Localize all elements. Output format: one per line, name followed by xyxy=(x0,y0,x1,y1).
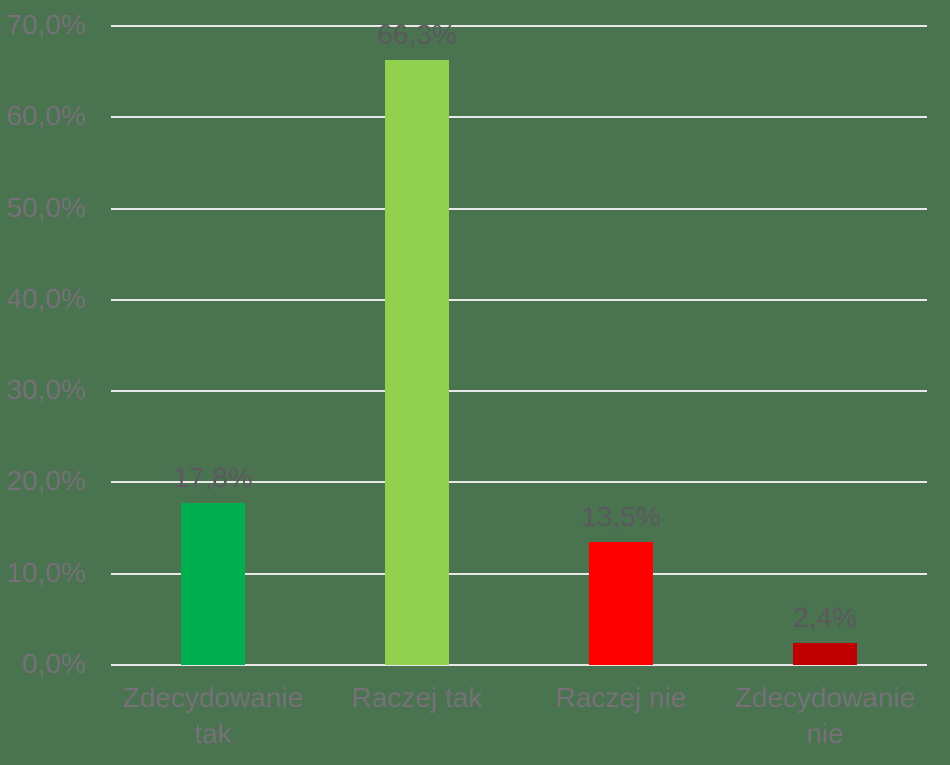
gridline xyxy=(111,116,927,118)
data-label: 17,8% xyxy=(173,462,253,493)
category-label: Raczej nie xyxy=(555,682,687,713)
data-label: 2,4% xyxy=(793,602,857,633)
y-axis-tick-label: 50,0% xyxy=(6,192,86,223)
gridline xyxy=(111,573,927,575)
data-label: 13,5% xyxy=(581,501,661,532)
y-axis-tick-label: 60,0% xyxy=(6,100,86,131)
gridline xyxy=(111,208,927,210)
category-label: Zdecydowanie tak xyxy=(122,682,304,749)
data-label: 66,3% xyxy=(377,19,457,50)
y-axis-tick-label: 70,0% xyxy=(6,9,86,40)
y-axis-tick-label: 40,0% xyxy=(6,283,86,314)
y-axis-tick-label: 0,0% xyxy=(22,648,86,679)
bar xyxy=(793,643,857,665)
gridline xyxy=(111,25,927,27)
bar xyxy=(589,542,653,665)
y-axis-tick-label: 20,0% xyxy=(6,465,86,496)
bar xyxy=(385,60,449,665)
gridline xyxy=(111,299,927,301)
y-axis-tick-label: 30,0% xyxy=(6,374,86,405)
category-label: Zdecydowanie nie xyxy=(734,682,916,749)
gridline xyxy=(111,390,927,392)
gridline xyxy=(111,481,927,483)
gridline xyxy=(111,664,927,666)
y-axis-tick-label: 10,0% xyxy=(6,557,86,588)
bar xyxy=(181,503,245,665)
category-label: Raczej tak xyxy=(351,682,483,713)
